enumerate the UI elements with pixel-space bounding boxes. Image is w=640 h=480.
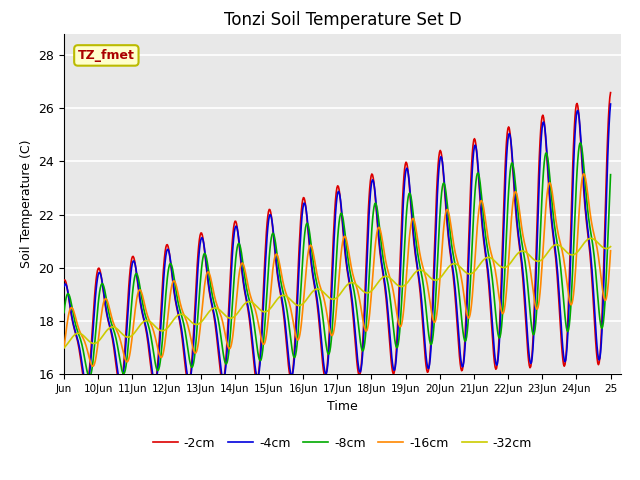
-16cm bbox=[60, 345, 68, 350]
-4cm bbox=[425, 365, 433, 371]
-8cm bbox=[273, 252, 281, 257]
-16cm bbox=[89, 363, 97, 369]
-2cm bbox=[607, 90, 614, 96]
-2cm bbox=[225, 293, 233, 299]
-2cm bbox=[425, 365, 433, 371]
-16cm bbox=[273, 252, 281, 257]
Line: -16cm: -16cm bbox=[64, 174, 611, 366]
-4cm bbox=[83, 383, 91, 389]
Title: Tonzi Soil Temperature Set D: Tonzi Soil Temperature Set D bbox=[223, 11, 461, 29]
-8cm bbox=[125, 335, 132, 341]
-32cm bbox=[607, 244, 614, 250]
Legend: -2cm, -4cm, -8cm, -16cm, -32cm: -2cm, -4cm, -8cm, -16cm, -32cm bbox=[148, 432, 537, 455]
-4cm bbox=[273, 266, 281, 272]
-16cm bbox=[394, 319, 402, 324]
-8cm bbox=[577, 140, 584, 146]
-4cm bbox=[125, 295, 132, 301]
Line: -8cm: -8cm bbox=[64, 143, 611, 377]
Line: -2cm: -2cm bbox=[64, 93, 611, 388]
-4cm bbox=[607, 101, 614, 107]
-8cm bbox=[607, 172, 614, 178]
-16cm bbox=[225, 346, 233, 352]
-8cm bbox=[425, 333, 433, 338]
-2cm bbox=[60, 277, 68, 283]
Line: -4cm: -4cm bbox=[64, 104, 611, 386]
-2cm bbox=[83, 385, 90, 391]
-32cm bbox=[394, 282, 401, 288]
-16cm bbox=[607, 248, 614, 253]
-4cm bbox=[253, 372, 260, 378]
-2cm bbox=[125, 283, 132, 288]
Text: TZ_fmet: TZ_fmet bbox=[78, 49, 135, 62]
-32cm bbox=[60, 345, 68, 351]
-2cm bbox=[253, 377, 260, 383]
X-axis label: Time: Time bbox=[327, 400, 358, 413]
-16cm bbox=[253, 311, 260, 317]
-8cm bbox=[394, 341, 402, 347]
-8cm bbox=[86, 374, 93, 380]
-32cm bbox=[587, 236, 595, 241]
Line: -32cm: -32cm bbox=[64, 239, 611, 348]
-16cm bbox=[425, 291, 433, 297]
-16cm bbox=[580, 171, 588, 177]
-16cm bbox=[125, 356, 132, 361]
-8cm bbox=[60, 310, 68, 315]
-8cm bbox=[225, 344, 233, 350]
-32cm bbox=[252, 302, 260, 308]
Y-axis label: Soil Temperature (C): Soil Temperature (C) bbox=[20, 140, 33, 268]
-32cm bbox=[124, 334, 132, 340]
-2cm bbox=[273, 269, 281, 275]
-4cm bbox=[60, 283, 68, 289]
-32cm bbox=[273, 298, 280, 303]
-32cm bbox=[424, 273, 432, 278]
-32cm bbox=[225, 315, 232, 321]
-8cm bbox=[253, 339, 260, 345]
-4cm bbox=[225, 308, 233, 313]
-2cm bbox=[394, 308, 402, 314]
-4cm bbox=[394, 323, 402, 328]
